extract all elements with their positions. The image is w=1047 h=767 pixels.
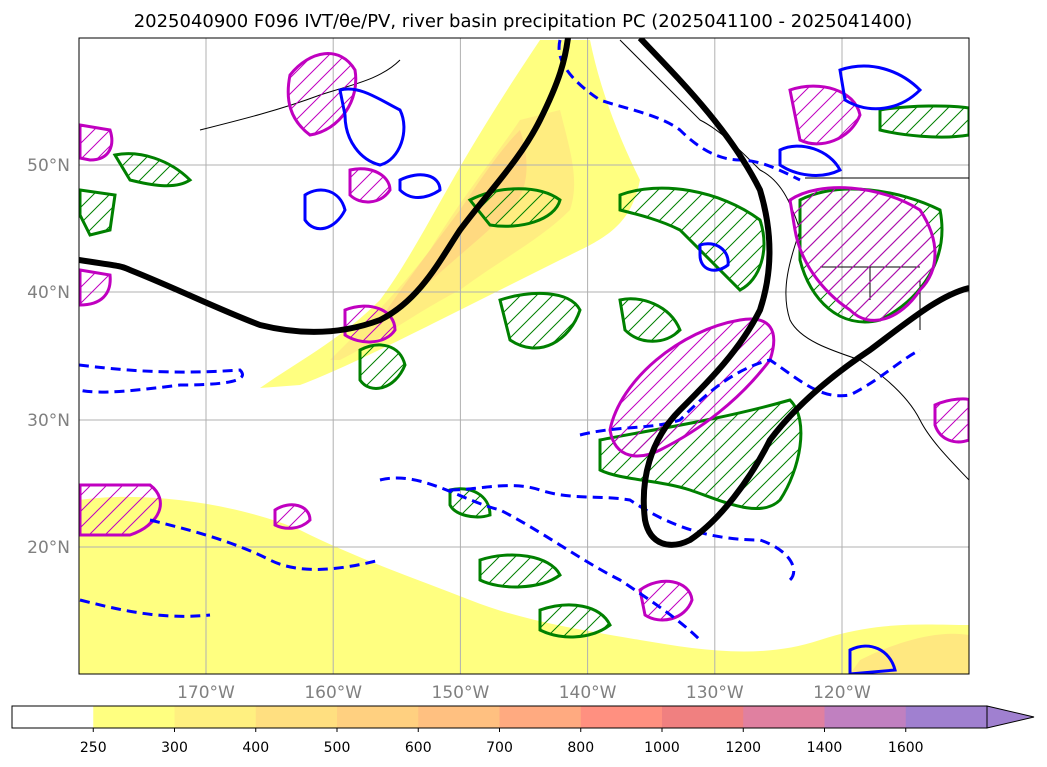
colorbar-tick-label: 300 xyxy=(161,740,188,756)
magenta-region xyxy=(273,503,312,530)
north-america-coast xyxy=(619,39,969,481)
magenta-region xyxy=(79,483,162,537)
pv-contour xyxy=(698,242,730,272)
magenta-region xyxy=(638,579,694,622)
colorbar-segment xyxy=(12,706,94,728)
green-region xyxy=(618,297,682,343)
lat-tick-label: 30°N xyxy=(27,411,70,431)
lat-tick-label: 40°N xyxy=(27,283,70,303)
pv-contour xyxy=(338,87,406,167)
colorbar-tick-label: 800 xyxy=(567,740,594,756)
lat-tick-label: 50°N xyxy=(27,156,70,176)
green-region xyxy=(538,603,612,639)
pv-dashed-contour xyxy=(557,39,801,182)
green-region xyxy=(498,291,582,350)
colorbar-segment xyxy=(824,706,907,728)
green-region xyxy=(467,187,562,228)
colorbar-segment xyxy=(580,706,663,728)
pv-contour xyxy=(838,64,923,111)
colorbar-tick-label: 1000 xyxy=(644,740,680,756)
colorbar-tick-label: 500 xyxy=(324,740,351,756)
lon-tick-label: 120°W xyxy=(813,683,871,703)
pv-dashed-contour xyxy=(449,484,796,582)
lon-tick-label: 140°W xyxy=(559,683,617,703)
colorbar-segment xyxy=(905,706,988,728)
colorbar-segment xyxy=(337,706,419,728)
colorbar-tick-label: 400 xyxy=(242,740,269,756)
map-panel xyxy=(79,38,969,674)
graticule xyxy=(79,38,969,674)
green-region xyxy=(878,104,969,139)
pv-dashed-contour xyxy=(149,518,381,571)
magenta-region xyxy=(933,397,969,444)
lon-tick-label: 150°W xyxy=(432,683,490,703)
colorbar-segment xyxy=(255,706,338,728)
colorbar-tick-label: 1600 xyxy=(888,740,924,756)
pv-dashed-contour xyxy=(79,363,244,394)
theta-e-contour xyxy=(637,38,969,548)
ivt-colorbar: 250 300 400 500 600 700 800 1000 1200 1400 1600 xyxy=(11,705,1035,756)
green-region xyxy=(79,188,117,237)
colorbar-tick-label: 700 xyxy=(486,740,513,756)
magenta-region xyxy=(79,268,112,307)
pv-contour xyxy=(303,188,347,231)
ivt-tropical-300 xyxy=(850,633,969,674)
latitude-labels: 20°N 30°N 40°N 50°N xyxy=(27,156,70,558)
ivt-plume-400 xyxy=(380,130,527,320)
pv-contour xyxy=(848,644,897,674)
magenta-region xyxy=(348,167,392,204)
colorbar-tick-label: 600 xyxy=(405,740,432,756)
precip-pc-negative xyxy=(79,52,969,622)
colorbar-segment xyxy=(499,706,582,728)
pv-contours-dashed xyxy=(79,39,921,642)
green-region xyxy=(112,152,193,188)
colorbar-segment xyxy=(743,706,825,728)
longitude-labels: 170°W 160°W 150°W 140°W 130°W 120°W xyxy=(177,683,871,703)
green-region xyxy=(358,343,407,390)
pv-contour xyxy=(778,144,843,177)
colorbar-tick-label: 250 xyxy=(80,740,107,756)
magenta-region xyxy=(788,84,862,146)
colorbar-segment xyxy=(174,706,257,728)
map-frame xyxy=(78,37,970,675)
colorbar-tick-label: 1400 xyxy=(807,740,843,756)
magenta-region xyxy=(79,123,114,162)
pv-contours-solid xyxy=(303,64,923,674)
lat-tick-label: 20°N xyxy=(27,538,70,558)
lon-tick-label: 130°W xyxy=(686,683,744,703)
colorbar-segment xyxy=(93,706,175,728)
colorbar-tick-label: 1200 xyxy=(725,740,761,756)
pv-dashed-contour xyxy=(79,598,211,618)
colorbar-segment xyxy=(418,706,500,728)
magenta-region xyxy=(788,186,937,322)
lon-tick-label: 160°W xyxy=(304,683,362,703)
colorbar-segment xyxy=(662,706,744,728)
theta-e-contours xyxy=(79,38,969,548)
pv-dashed-contour xyxy=(579,348,921,437)
lon-tick-label: 170°W xyxy=(177,683,235,703)
colorbar-extend-arrow xyxy=(986,705,1035,729)
theta-e-contour xyxy=(79,38,571,335)
ivt-tropical-250 xyxy=(79,496,969,674)
green-region xyxy=(478,553,562,589)
pv-contour xyxy=(398,173,442,199)
ivt-shading xyxy=(79,40,969,674)
figure-title: 2025040900 F096 IVT/θe/PV, river basin p… xyxy=(134,11,913,32)
magenta-region xyxy=(286,52,358,137)
